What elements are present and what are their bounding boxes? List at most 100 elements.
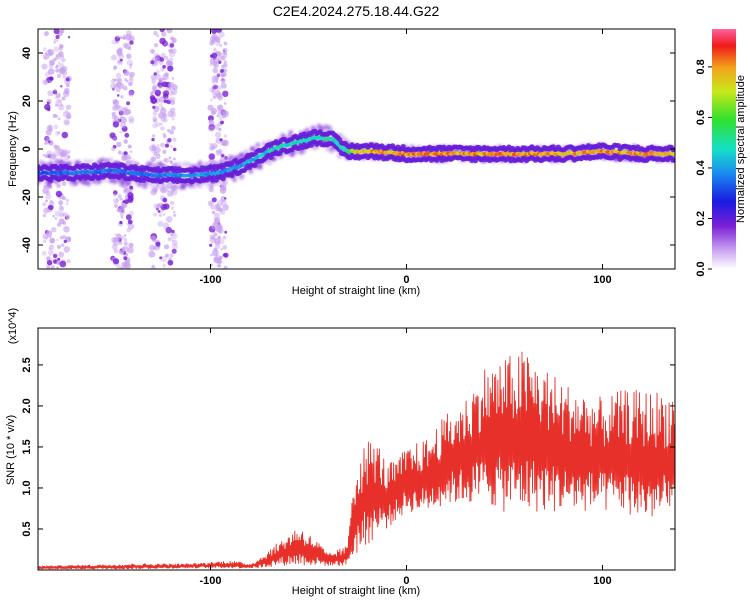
noise-speckle [210,253,213,257]
noise-speckle [209,243,213,247]
noise-speckle [223,102,227,105]
noise-speckle [162,197,168,203]
noise-speckle [59,152,65,158]
noise-speckle [41,250,47,256]
noise-speckle [218,207,223,212]
noise-speckle [171,48,177,54]
noise-speckle [128,243,134,249]
noise-speckle [127,195,134,202]
noise-speckle [152,134,156,138]
noise-speckle [153,30,158,35]
noise-speckle [223,60,227,64]
ridge-halo-blob [301,149,307,155]
noise-speckle [43,79,48,85]
spectrogram-x-ticks: -100 0 100 [199,29,612,286]
noise-speckle [46,265,51,269]
noise-speckle [163,90,170,97]
noise-speckle [158,96,165,103]
x-tick-label: -100 [199,575,221,587]
noise-speckle [123,154,130,161]
noise-speckle [169,130,174,135]
noise-speckle [159,37,166,45]
ridge-halo-blob [73,181,79,187]
noise-speckle [155,122,161,127]
noise-speckle [58,62,65,68]
noise-speckle [217,149,223,155]
noise-speckle [220,120,224,125]
noise-speckle [127,219,133,225]
noise-speckle [63,119,70,126]
noise-speckle [125,261,129,265]
noise-speckle [152,84,158,89]
noise-speckle [172,147,177,152]
noise-speckle [120,236,124,240]
noise-speckle [210,204,216,210]
noise-speckle [158,84,163,90]
colorbar-tick-label: 0.8 [695,59,707,74]
noise-speckle [167,138,172,143]
noise-speckle [53,124,59,130]
noise-speckle [220,82,227,89]
noise-speckle [55,35,60,39]
noise-speckle [153,212,157,217]
noise-speckle [54,88,57,92]
noise-speckle [58,104,65,111]
noise-speckle [53,57,57,62]
noise-speckle [173,157,176,161]
noise-speckle [54,210,61,217]
noise-speckle [121,247,125,251]
noise-speckle [169,145,173,148]
noise-speckle [152,110,158,116]
noise-speckle [152,89,156,93]
noise-speckle [170,88,178,95]
spectrogram-y-axis-label: Frequency (Hz) [7,111,19,187]
noise-speckle [159,256,163,260]
noise-speckle [209,35,217,43]
noise-speckle [155,69,160,74]
ridge-halo-blob [83,158,89,164]
noise-speckle [220,247,223,251]
noise-speckle [111,39,116,45]
noise-speckle [117,82,124,89]
noise-speckle [63,226,70,233]
noise-speckle [215,92,223,100]
noise-speckle [49,52,54,56]
noise-speckle [207,104,214,111]
noise-speckle [59,204,62,208]
noise-speckle [56,73,62,78]
noise-speckle [160,256,167,263]
noise-speckle [57,98,62,104]
noise-speckle [222,110,229,118]
noise-speckle [45,193,52,200]
noise-speckle [112,78,115,81]
noise-speckle [58,46,63,51]
noise-speckle [123,234,127,237]
noise-speckle [215,203,220,208]
noise-speckle [158,213,163,217]
noise-speckle [209,119,213,124]
noise-speckle [173,213,177,217]
noise-speckle [149,244,156,251]
noise-speckle [47,90,54,97]
ridge-halo-blob [257,164,263,170]
noise-speckle [164,158,170,163]
noise-speckle [61,65,68,72]
noise-speckle [45,71,51,77]
noise-speckle [56,222,62,227]
noise-speckle [123,237,128,242]
noise-speckle [207,200,214,207]
chart-title: C2E4.2024.275.18.44.G22 [273,3,440,19]
noise-speckle [216,263,221,268]
x-tick-label: -100 [199,274,221,286]
snr-panel: 0.5 1.0 1.5 2.0 2.5 -100 0 100 (x10^4) Height … [5,308,676,597]
noise-speckle [163,134,167,138]
noise-speckle [112,121,120,128]
noise-speckle [48,247,52,251]
noise-speckle [213,47,216,50]
noise-speckle [172,137,177,142]
noise-speckle [47,108,51,112]
noise-speckle [170,233,174,237]
ridge-halo-blob [155,184,161,190]
noise-speckle [157,81,164,88]
noise-speckle [152,123,158,129]
